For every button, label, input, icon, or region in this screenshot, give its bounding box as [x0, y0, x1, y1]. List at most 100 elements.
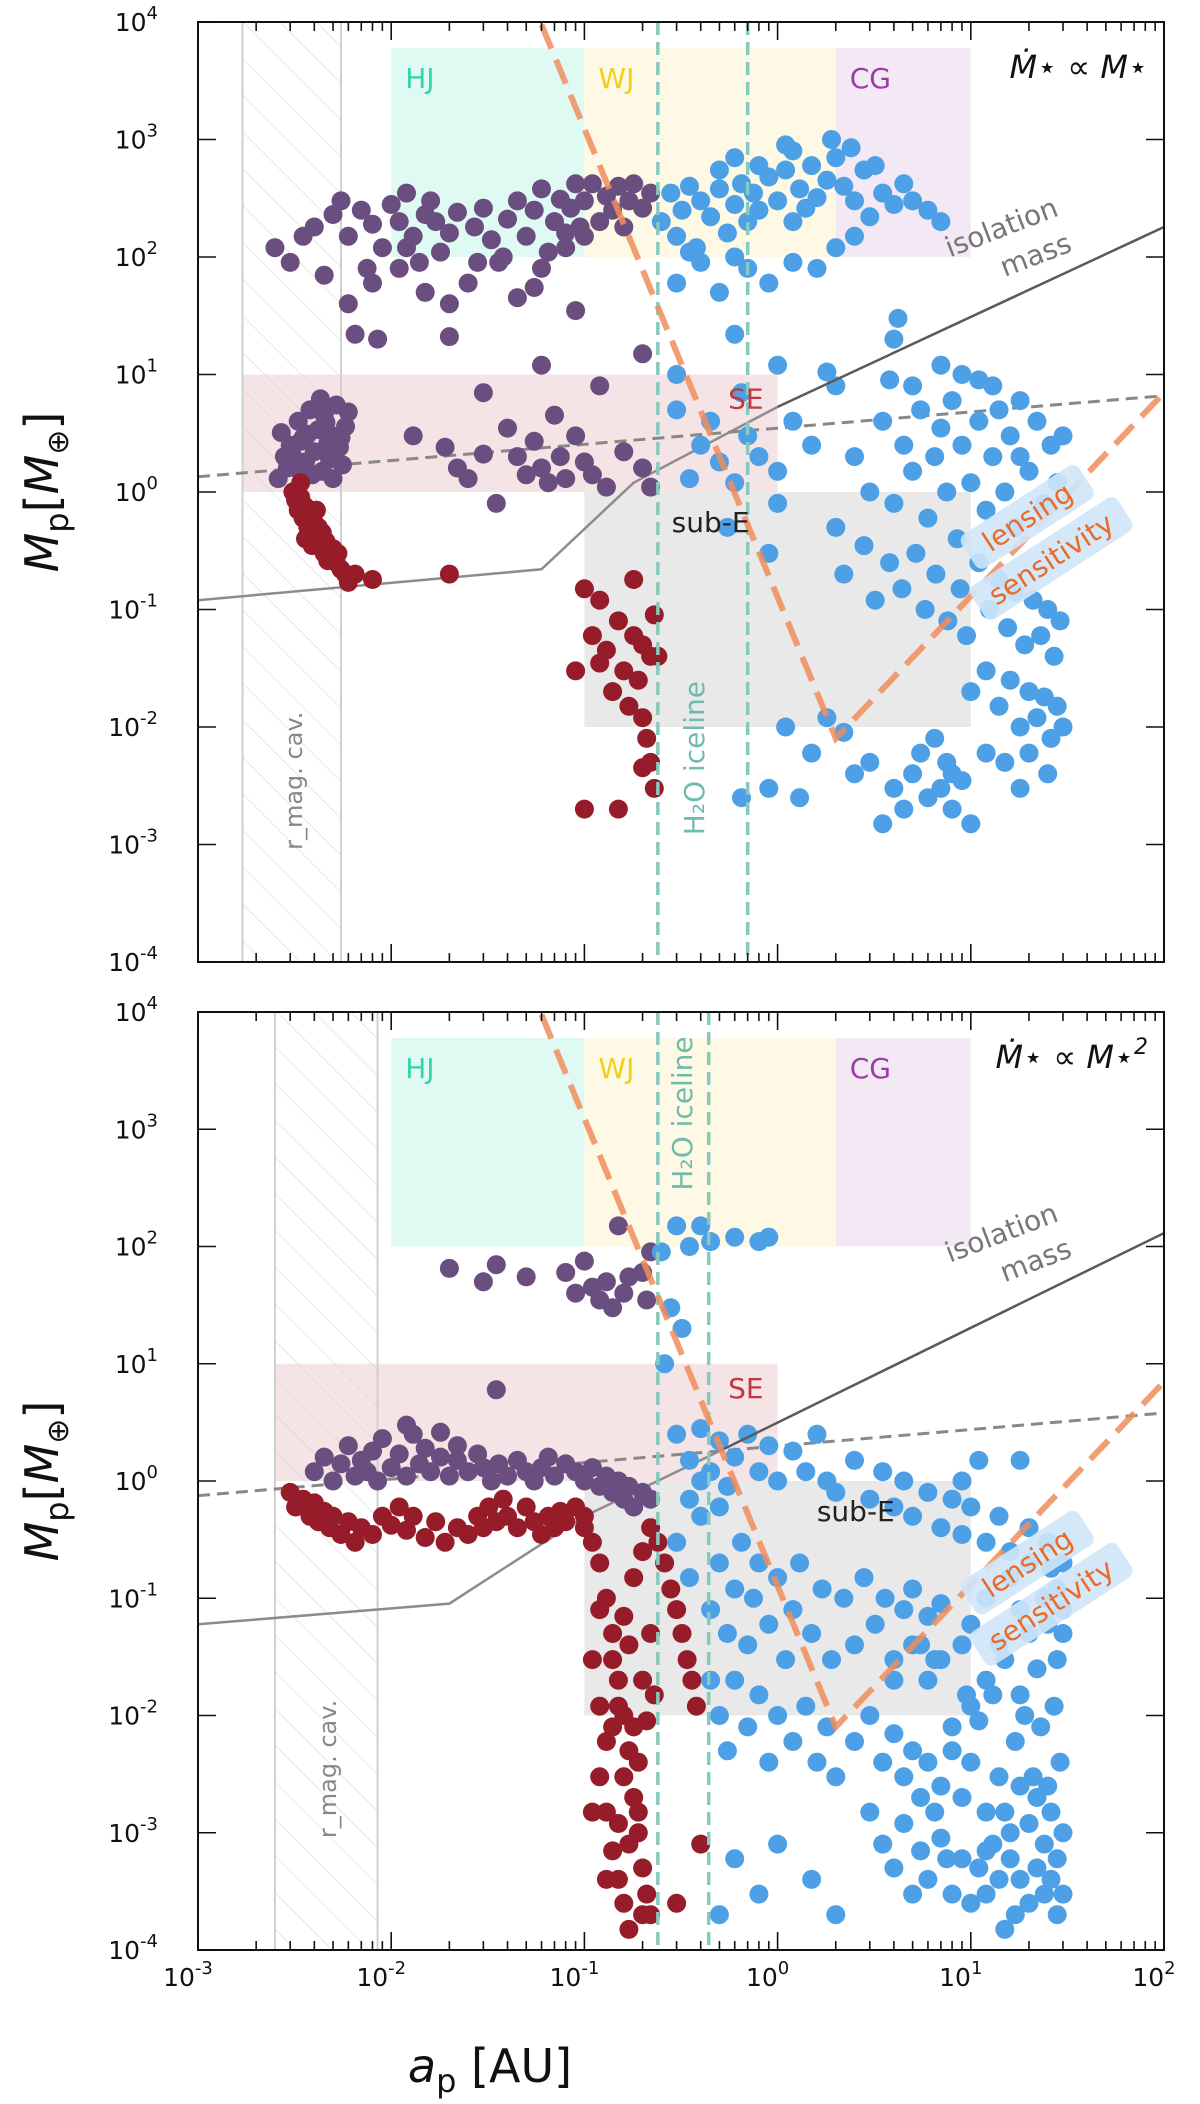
data-point — [1027, 411, 1047, 431]
data-point — [655, 1553, 675, 1573]
data-point — [590, 212, 610, 232]
data-point — [566, 301, 586, 321]
data-point — [691, 1471, 711, 1491]
y-tick-label-exp: 0 — [147, 473, 158, 494]
data-point — [807, 1752, 827, 1772]
data-point — [802, 743, 822, 763]
data-point — [976, 661, 996, 681]
data-point — [937, 752, 957, 772]
y-tick-label: 10-2 — [108, 708, 158, 742]
data-point — [624, 570, 644, 589]
data-point — [596, 1869, 616, 1889]
series-0 — [265, 174, 661, 513]
data-point — [873, 1462, 893, 1482]
data-point — [473, 383, 493, 403]
y-axis-label-bracket-close: ] — [15, 1401, 69, 1419]
data-point — [574, 226, 594, 246]
y-tick-label: 10-1 — [108, 591, 158, 625]
data-point — [961, 682, 981, 702]
data-point — [633, 344, 653, 364]
data-point — [304, 217, 324, 237]
data-point — [473, 198, 493, 218]
data-point — [507, 288, 527, 308]
data-point — [524, 431, 544, 451]
y-tick-label-base: 10 — [108, 1702, 140, 1731]
data-point — [667, 1893, 687, 1913]
data-point — [458, 469, 478, 489]
data-point — [826, 1482, 846, 1502]
data-point — [590, 376, 610, 396]
data-point — [1005, 1905, 1025, 1925]
data-point — [952, 435, 972, 455]
data-point — [590, 1696, 610, 1716]
panel-bottom: HJ WJ CGSEsub-Eisolationmasslensingsensiti… — [15, 993, 1176, 1992]
data-point — [931, 418, 951, 438]
data-point — [976, 1670, 996, 1690]
data-point — [865, 590, 885, 610]
x-tick-label-base: 10 — [939, 1963, 971, 1992]
data-point — [465, 217, 484, 237]
y-tick-label-exp: -2 — [140, 708, 158, 729]
data-point — [566, 661, 586, 681]
data-point — [619, 1834, 639, 1854]
data-point — [582, 465, 602, 485]
data-point — [937, 482, 957, 502]
data-point — [845, 191, 864, 211]
data-point — [304, 1462, 324, 1482]
data-point — [582, 1802, 602, 1822]
data-point — [952, 1471, 972, 1491]
y-tick-label-base: 10 — [115, 126, 147, 155]
data-point — [524, 278, 544, 297]
data-point — [574, 191, 594, 211]
data-point — [957, 626, 976, 646]
data-point — [926, 564, 946, 584]
x-axis-label-unit: [AU] — [456, 2039, 572, 2093]
data-point — [976, 1802, 996, 1822]
data-point — [596, 1732, 616, 1751]
data-point — [884, 1670, 904, 1690]
data-point — [989, 400, 1009, 420]
data-point — [507, 447, 527, 467]
data-point — [439, 1466, 459, 1486]
data-point — [709, 1706, 729, 1725]
data-point — [1015, 1706, 1035, 1725]
data-point — [314, 265, 334, 285]
data-point — [961, 814, 981, 834]
data-point — [667, 1532, 687, 1552]
y-tick-label-base: 10 — [108, 1936, 140, 1965]
data-point — [486, 1380, 506, 1400]
x-tick-label-exp: -2 — [388, 1958, 406, 1979]
data-point — [1038, 764, 1058, 784]
y-axis-label-sub: p — [38, 1501, 76, 1521]
data-point — [368, 1471, 388, 1491]
data-point — [776, 160, 796, 180]
data-point — [1053, 1884, 1073, 1904]
x-axis-label-sub: p — [436, 2062, 456, 2099]
data-point — [903, 764, 923, 784]
data-point — [538, 242, 558, 262]
data-point — [865, 1614, 885, 1634]
data-point — [667, 1424, 687, 1444]
data-point — [614, 1283, 634, 1303]
data-point — [725, 324, 745, 344]
data-point — [516, 226, 536, 246]
data-point — [834, 564, 854, 584]
data-point — [363, 273, 382, 293]
data-point — [608, 799, 628, 819]
data-point — [493, 1489, 513, 1509]
data-point — [983, 1685, 1003, 1705]
accretion-annotation: Ṁ⋆ ∝ M⋆2 — [996, 1035, 1148, 1076]
data-point — [556, 1512, 576, 1532]
y-tick-label: 10-3 — [108, 1814, 158, 1848]
data-point — [637, 1711, 657, 1731]
data-point — [328, 543, 348, 563]
y-axis-label-m2: M — [15, 1444, 69, 1484]
data-point — [397, 238, 416, 258]
data-point — [873, 1752, 893, 1772]
y-tick-label-exp: 4 — [147, 3, 158, 24]
data-point — [1047, 696, 1067, 716]
y-tick-label-base: 10 — [108, 1819, 140, 1848]
data-point — [651, 1242, 671, 1262]
data-point — [918, 1869, 938, 1889]
